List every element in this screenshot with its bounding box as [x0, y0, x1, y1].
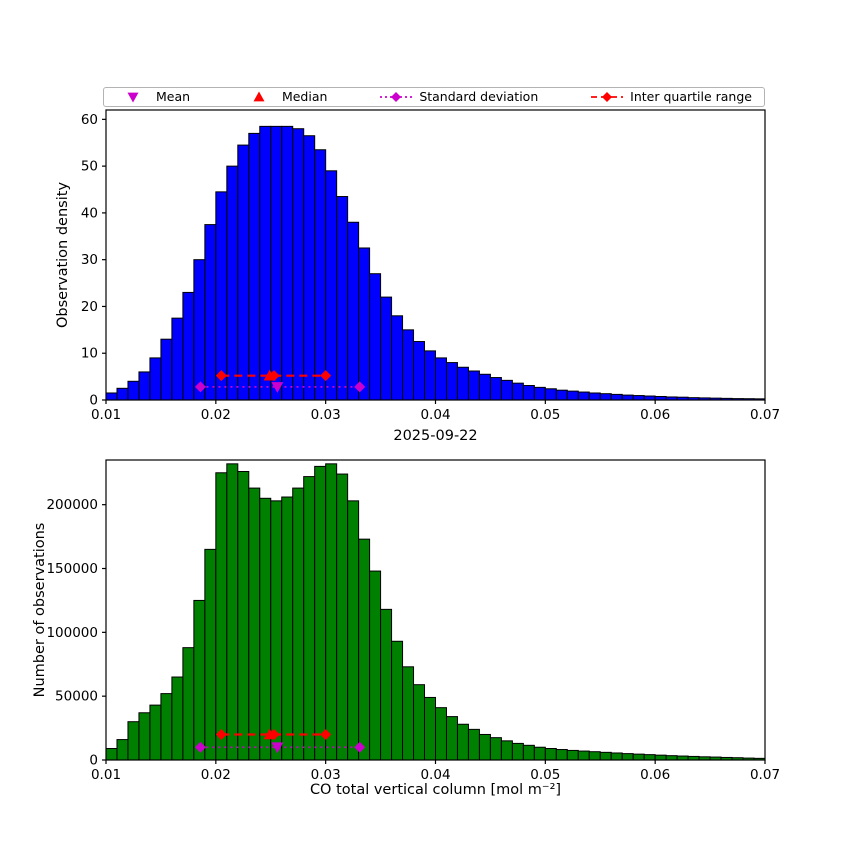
svg-text:0.05: 0.05 [530, 767, 560, 783]
svg-text:0.06: 0.06 [640, 767, 670, 783]
svg-text:20: 20 [81, 299, 98, 315]
svg-text:50000: 50000 [55, 689, 98, 705]
svg-text:0: 0 [89, 753, 98, 769]
svg-text:0.05: 0.05 [530, 407, 560, 423]
svg-text:50: 50 [81, 159, 98, 175]
panel-bottom: 0.01 0.02 0.03 0.04 0.05 0.06 0.07 0 50000 100000… [46, 459, 780, 783]
legend-label-iqr: Inter quartile range [630, 88, 752, 104]
svg-text:0.01: 0.01 [91, 407, 121, 423]
bottom-axis-ticks: 0.01 0.02 0.03 0.04 0.05 0.06 0.07 0 50000 100000… [46, 497, 780, 783]
top-stats-annotations [194, 369, 366, 393]
median-marker-icon [242, 90, 276, 104]
svg-text:0.03: 0.03 [311, 767, 341, 783]
svg-text:40: 40 [81, 205, 98, 221]
svg-text:100000: 100000 [46, 625, 98, 641]
svg-text:30: 30 [81, 252, 98, 268]
svg-text:0.01: 0.01 [91, 767, 121, 783]
svg-text:0.06: 0.06 [640, 407, 670, 423]
date-title: 2025-09-22 [393, 428, 478, 444]
legend-label-median: Median [281, 88, 328, 104]
svg-text:0.04: 0.04 [420, 407, 450, 423]
svg-text:0.07: 0.07 [750, 407, 780, 423]
legend-item-mean: Mean [116, 90, 190, 104]
svg-text:60: 60 [81, 112, 98, 128]
bottom-y-axis-label: Number of observations [32, 522, 48, 698]
svg-text:0.03: 0.03 [311, 407, 341, 423]
legend-item-std: Standard deviation [379, 90, 538, 104]
legend-item-iqr: Inter quartile range [590, 90, 752, 104]
svg-text:0: 0 [89, 393, 98, 409]
svg-text:200000: 200000 [46, 497, 98, 513]
top-y-axis-label: Observation density [55, 181, 71, 329]
legend: Mean Median Standard deviation Inter qua… [103, 87, 765, 107]
svg-text:0.04: 0.04 [420, 767, 450, 783]
svg-text:0.02: 0.02 [201, 767, 231, 783]
top-axis-ticks: 0.01 0.02 0.03 0.04 0.05 0.06 0.07 0 10 20 30 40 50 6… [81, 112, 780, 423]
legend-label-mean: Mean [156, 88, 191, 104]
svg-text:10: 10 [81, 346, 98, 362]
svg-text:0.07: 0.07 [750, 767, 780, 783]
iqr-marker-icon [590, 90, 624, 104]
svg-text:150000: 150000 [46, 561, 98, 577]
panel-top: 0.01 0.02 0.03 0.04 0.05 0.06 0.07 0 10 20 30 40 50 6… [81, 109, 780, 423]
mean-marker-icon [116, 90, 150, 104]
bottom-stats-annotations [194, 728, 366, 754]
svg-text:0.02: 0.02 [201, 407, 231, 423]
bottom-histogram-bars [105, 463, 766, 761]
legend-label-std: Standard deviation [419, 88, 539, 104]
legend-item-median: Median [242, 90, 327, 104]
std-deviation-marker-icon [379, 90, 413, 104]
x-axis-label: CO total vertical column [mol m⁻²] [309, 782, 562, 798]
top-histogram-bars [105, 125, 766, 401]
